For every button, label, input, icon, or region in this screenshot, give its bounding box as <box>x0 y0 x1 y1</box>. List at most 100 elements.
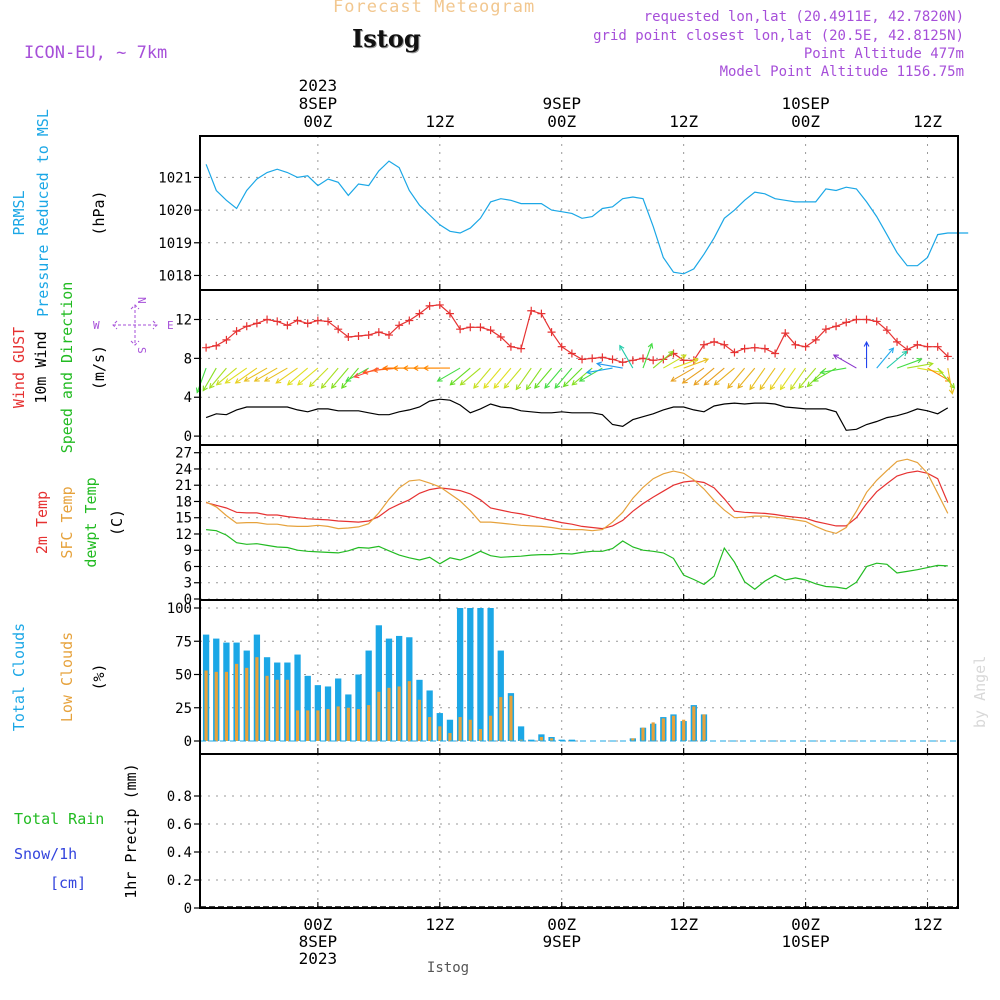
panel-1-ytick-label: 1019 <box>158 236 192 252</box>
panel-2-wind-arrowhead <box>806 381 813 388</box>
panel-2-wind-arrowhead <box>571 379 578 386</box>
panel-4-bar-low <box>682 719 686 741</box>
time-label-top: 2023 <box>299 76 338 95</box>
panel-2-wind-arrowhead <box>692 357 700 364</box>
panel-2-wind-arrowhead <box>215 379 222 386</box>
panel-2-wind-arrow <box>759 367 776 390</box>
compass-w: W <box>93 319 100 332</box>
panel-2-gust-marker <box>212 341 221 350</box>
panel-2-wind-arrowhead <box>362 369 369 375</box>
panel-2-wind-arrowhead <box>927 361 934 368</box>
panel-2-wind-arrow <box>264 367 288 382</box>
panel-2-wind-arrow <box>780 367 796 390</box>
panel-4-bar-low <box>346 707 350 741</box>
panel-4-frame <box>199 599 959 755</box>
panel-4-bar-low <box>539 737 543 741</box>
panel-2-wind-arrowhead <box>562 381 569 388</box>
panel-4-bar-low <box>285 679 289 741</box>
panel-3-ytick-label: 15 <box>175 511 192 527</box>
panel-4-bar-low <box>428 717 432 741</box>
panel-2-gust-marker <box>608 355 617 364</box>
compass-e: E <box>167 319 174 332</box>
panel-2-wind-arrow <box>769 367 786 390</box>
panel-2-gust-marker <box>527 306 536 315</box>
panel-2-wind-arrowhead <box>948 388 955 395</box>
panel-4-bar-total <box>568 739 576 741</box>
panel-5-ytick-label: 0.2 <box>167 873 192 889</box>
requested-coords: requested lon,lat (20.4911E, 42.7820N) <box>643 9 964 25</box>
panel-2-wind-arrow <box>460 367 481 386</box>
point-altitude: Point Altitude 477m <box>803 46 964 62</box>
panel-2-gust-marker <box>893 337 902 346</box>
panel-4-bar-low <box>671 715 676 741</box>
panel-2-ytick-label: 0 <box>184 429 192 445</box>
panel-2-gust-marker <box>222 335 231 344</box>
panel-4-bar-total <box>355 674 362 741</box>
panel-2-gust-marker <box>760 344 769 353</box>
panel-2-wind-arrowhead <box>515 384 522 391</box>
panel-2-wind-arrow <box>663 354 687 369</box>
panel-2-wind-arrow <box>331 367 349 389</box>
panel-2-wind-arrow <box>947 367 953 394</box>
panel-2-wind-arrowhead <box>402 365 409 371</box>
panel-2-gust-marker <box>649 356 658 365</box>
panel-2-wind-arrowhead <box>693 379 700 386</box>
panel-2-wind-arrow <box>544 367 563 389</box>
panel-4-bar-low <box>255 657 259 741</box>
panel-2-wind-arrowhead <box>208 382 215 389</box>
panel-4-side-label: Low Clouds <box>58 632 76 722</box>
panel-2-wind-arrow <box>673 358 699 369</box>
panel-2-gust-marker <box>354 332 363 341</box>
panel-2-wind-arrow <box>526 367 542 390</box>
panel-4-bar-low <box>245 667 249 741</box>
panel-2-wind-arrowhead <box>863 340 870 347</box>
panel-2-gust-marker <box>334 325 343 334</box>
panel-2-gust-marker <box>720 340 729 349</box>
precip-total-rain-label: Total Rain <box>14 810 104 828</box>
panel-2-wind-arrowhead <box>392 365 399 371</box>
panel-4-bar-total <box>304 675 311 741</box>
panel-5-ytick-label: 0 <box>184 901 192 917</box>
text-layer: 1018 1019 1020 1021 PRMSL Pressure Reduced to… <box>10 76 942 968</box>
panel-2-wind-arrowhead <box>341 382 347 389</box>
panel-2-wind-arrow <box>254 367 278 382</box>
panel-4-side-label: Total Clouds <box>10 623 28 731</box>
panel-2-wind-arrowhead <box>382 365 388 371</box>
panel-2-wind-arrow <box>503 367 522 389</box>
panel-4-bar-low <box>275 679 279 741</box>
panel-2-wind-arrowhead <box>812 376 819 382</box>
panel-2-wind-arrowhead <box>819 369 826 375</box>
panel-2-gust-marker <box>781 329 790 338</box>
panel-2-frame <box>199 289 959 446</box>
panel-2-gust-marker <box>588 354 597 363</box>
panel-2-wind-arrowhead <box>619 344 625 351</box>
panel-2-gust-marker <box>801 342 810 351</box>
panel-3-ytick-label: 12 <box>175 527 192 543</box>
panel-2-wind-arrowhead <box>749 384 755 391</box>
time-label-top: 00Z <box>303 112 332 131</box>
panel-2-gust-marker <box>730 348 739 357</box>
panel-4-unit-label: (%) <box>90 663 108 690</box>
panel-4-bar-low <box>407 681 411 741</box>
panel-5-ytick-label: 0.8 <box>167 789 192 805</box>
panel-4-bar-low <box>661 718 665 741</box>
panel-2-wind-arrowhead <box>320 382 327 389</box>
panel-2-wind-arrowhead <box>412 365 419 371</box>
panel-4-bar-low <box>397 686 401 741</box>
panel-2-wind-arrowhead <box>681 378 688 384</box>
panel-4-bar-total <box>375 625 382 741</box>
panel-3-ytick-label: 0 <box>184 592 192 608</box>
time-label-bottom: 00Z <box>303 915 332 934</box>
panel-1-ytick-label: 1018 <box>158 268 192 284</box>
panel-2-wind-arrow <box>309 367 329 387</box>
panel-2-wind-arrowhead <box>503 382 510 389</box>
panel-4-bar-low <box>651 722 655 741</box>
panel-2-wind-arrow <box>297 367 319 386</box>
time-label-bottom: 2023 <box>299 949 338 968</box>
panel-2-wind-arrowhead <box>727 382 733 389</box>
panel-2-gust-marker <box>872 317 881 326</box>
panel-2-gust-marker <box>466 323 475 332</box>
panel-1-side-label: PRMSL <box>10 190 28 235</box>
panel-2-gust-marker <box>242 322 251 331</box>
panel-2-gust-marker <box>435 300 444 309</box>
